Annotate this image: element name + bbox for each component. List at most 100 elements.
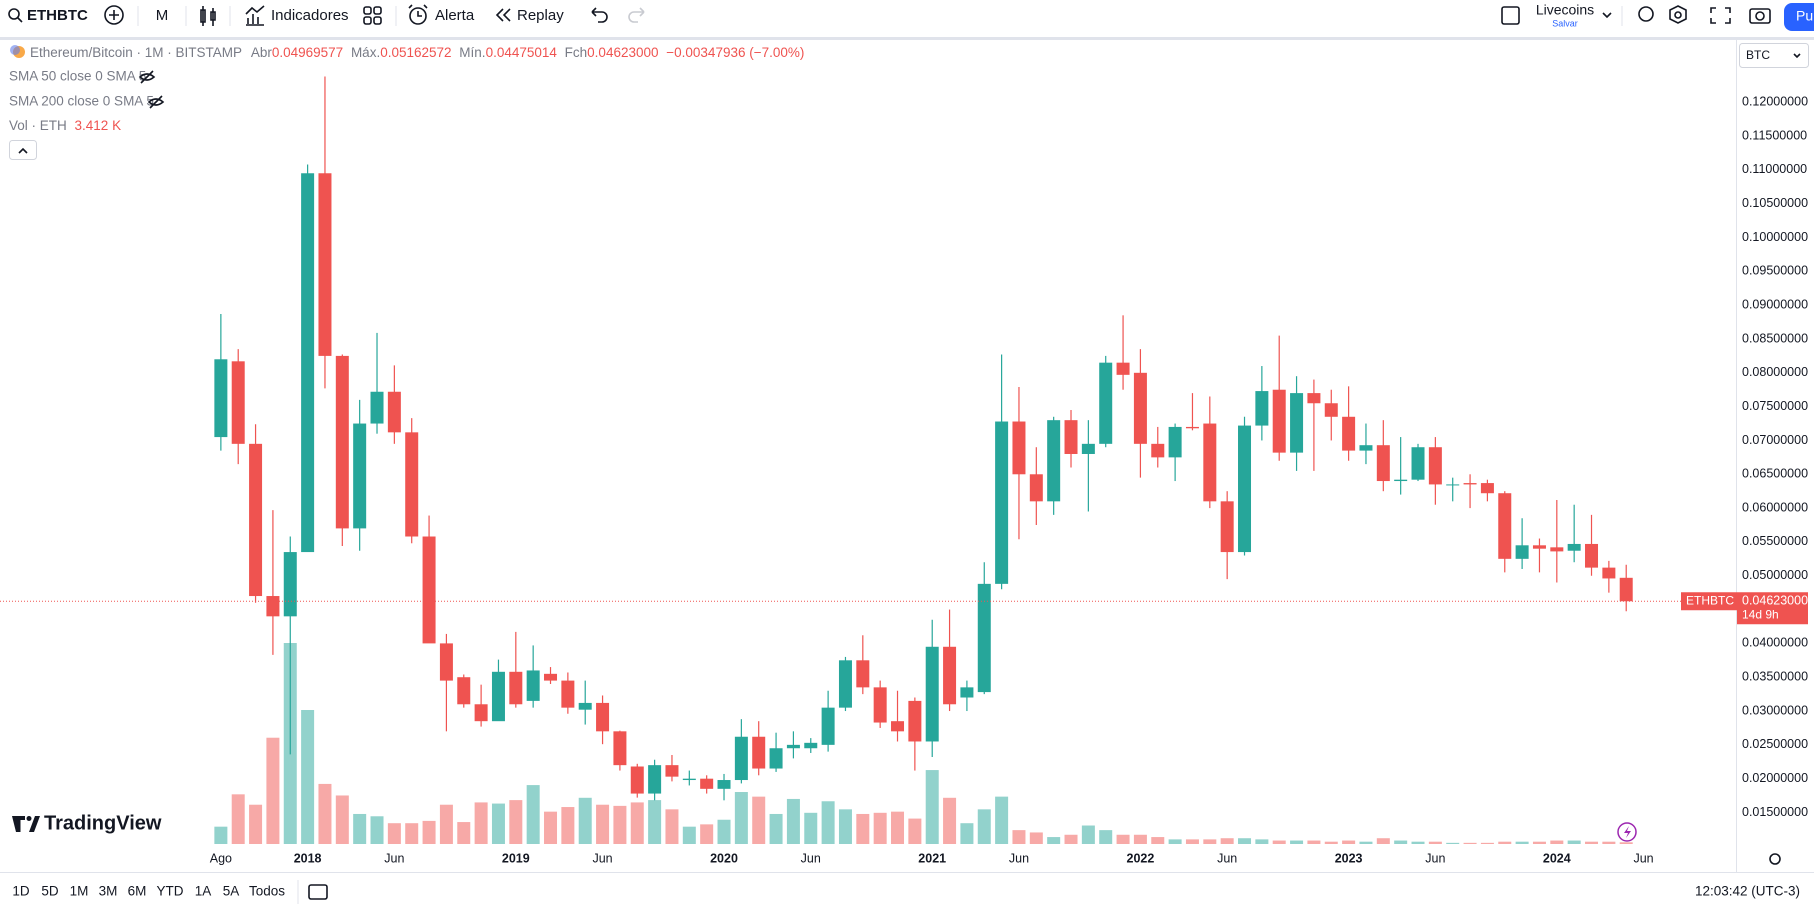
candle-body <box>630 766 644 794</box>
range-button[interactable]: YTD <box>157 884 184 899</box>
volume-bar <box>717 819 731 844</box>
volume-bar <box>1585 841 1599 844</box>
range-button[interactable]: 6M <box>128 884 147 899</box>
axis-settings-button[interactable] <box>1769 853 1781 865</box>
symbol-tag <box>1681 592 1737 611</box>
volume-bar <box>1428 841 1442 844</box>
range-button[interactable]: 5D <box>41 884 59 899</box>
range-button[interactable]: Todos <box>249 884 285 899</box>
volume-bar <box>544 811 558 844</box>
x-tick-label: 2019 <box>502 851 530 865</box>
y-tick-label: 0.11500000 <box>1742 128 1807 142</box>
volume-bar <box>891 811 905 844</box>
settings-icon <box>1674 11 1682 19</box>
quick-search-button[interactable] <box>1638 6 1654 22</box>
candle-body <box>700 778 714 789</box>
volume-bar <box>1446 842 1460 844</box>
candle-body <box>769 748 783 769</box>
chevron-down <box>1793 53 1801 59</box>
alert-icon <box>408 4 428 17</box>
volume-bar <box>457 822 471 844</box>
candle-body <box>717 780 731 789</box>
candle-body <box>1550 547 1564 552</box>
volume-bar <box>838 809 852 844</box>
y-tick-label: 0.10500000 <box>1742 196 1808 210</box>
interval-button[interactable]: M <box>156 7 169 24</box>
candle-body <box>1359 445 1373 451</box>
volume-bar <box>526 785 540 844</box>
templates-button[interactable] <box>363 6 382 25</box>
volume-bar <box>1272 840 1286 844</box>
fullscreen-button[interactable] <box>1710 7 1731 24</box>
candle-body <box>856 660 870 688</box>
volume-bar <box>700 824 714 844</box>
x-tick-label: Jun <box>1633 851 1653 865</box>
x-tick-label: Jun <box>801 851 821 865</box>
range-button[interactable]: 1M <box>70 884 89 899</box>
bolt-button[interactable] <box>1617 822 1637 842</box>
volume-bar <box>387 823 401 844</box>
templates-icon <box>363 6 372 15</box>
replay-button[interactable]: Replay <box>495 7 564 24</box>
y-tick-label: 0.02500000 <box>1742 737 1808 751</box>
undo-button[interactable] <box>591 7 608 23</box>
candle-body <box>1081 443 1095 454</box>
chart-type-button[interactable] <box>200 6 216 26</box>
indicator-legend[interactable]: SMA 50 close 0 SMA 5 <box>9 69 146 84</box>
volume-bar <box>1480 842 1494 844</box>
layout-name[interactable]: Livecoins <box>1536 2 1594 18</box>
range-button[interactable]: 5A <box>223 884 240 899</box>
volume-bar <box>908 818 922 844</box>
tradingview-logo[interactable]: TradingView <box>12 812 162 834</box>
hidden-icon[interactable] <box>138 70 156 84</box>
range-button[interactable]: 1D <box>12 884 30 899</box>
volume-bar <box>648 800 662 844</box>
symbol-search[interactable]: ETHBTC <box>8 7 88 24</box>
layout-icon[interactable] <box>1501 6 1520 25</box>
hidden-icon[interactable] <box>147 95 165 109</box>
date-range-button[interactable] <box>308 884 328 900</box>
volume-bar <box>1064 834 1078 844</box>
clock[interactable]: 12:03:42 (UTC-3) <box>1695 884 1800 899</box>
candle-body <box>353 423 367 529</box>
volume-bar <box>682 826 696 844</box>
candle-body <box>405 432 419 537</box>
candle-body <box>318 173 332 356</box>
settings-button[interactable] <box>1669 5 1687 24</box>
screenshot-button[interactable] <box>1749 8 1771 24</box>
candle-body <box>491 671 505 722</box>
volume-bar <box>1463 842 1477 844</box>
candle-body <box>891 721 905 732</box>
alert-button[interactable]: Alerta <box>408 4 475 25</box>
volume-value: 3.412 K <box>75 118 122 133</box>
candle-body <box>1290 393 1304 453</box>
volume-bar <box>1376 838 1390 844</box>
volume-bar <box>1081 825 1095 844</box>
range-button[interactable]: 1A <box>195 884 212 899</box>
volume-bar <box>1394 840 1408 844</box>
volume-bar <box>752 796 766 844</box>
publish-button[interactable] <box>1784 3 1814 31</box>
compare-button[interactable] <box>104 5 124 25</box>
volume-bar <box>422 820 436 844</box>
candle-body <box>960 687 974 698</box>
range-button[interactable]: 3M <box>99 884 118 899</box>
logo-mark <box>12 816 40 832</box>
redo-button[interactable] <box>628 7 645 23</box>
x-tick-label: 2021 <box>918 851 946 865</box>
indicators-button[interactable]: Indicadores <box>245 5 349 26</box>
templates-icon <box>373 6 382 15</box>
currency-selector[interactable] <box>1739 43 1809 68</box>
layout-menu[interactable] <box>1602 12 1612 19</box>
volume-bar <box>1532 841 1546 844</box>
low-value: 0.04475014 <box>486 45 558 60</box>
y-tick-label: 0.08500000 <box>1742 331 1808 345</box>
indicator-legend[interactable]: SMA 200 close 0 SMA 5 <box>9 94 154 109</box>
volume-bar <box>821 801 835 844</box>
volume-bar <box>405 823 419 844</box>
save-label[interactable]: Salvar <box>1552 18 1578 28</box>
volume-bar <box>630 802 644 844</box>
volume-bar <box>977 809 991 844</box>
